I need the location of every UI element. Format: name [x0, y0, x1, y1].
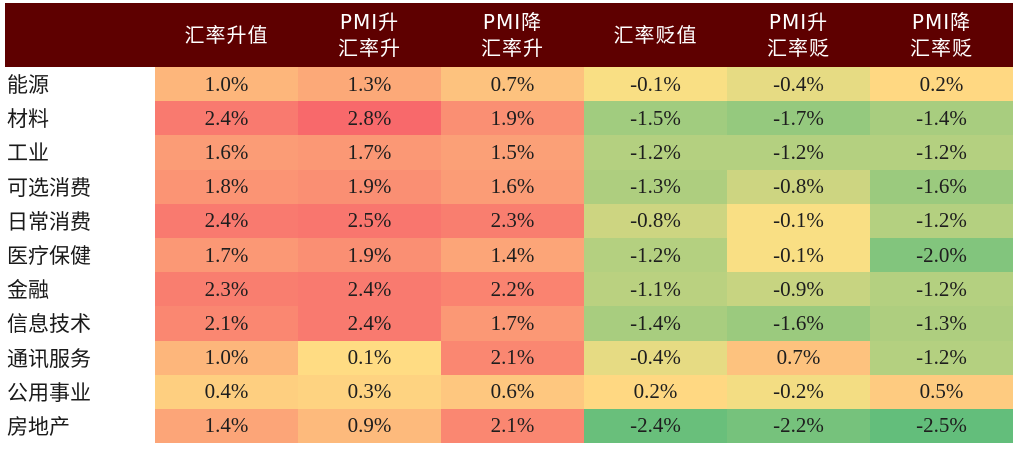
table-row: 可选消费 1.8% 1.9% 1.6% -1.3% -0.8% -1.6%: [5, 169, 1013, 204]
header-col-6: PMI降 汇率贬: [910, 10, 973, 60]
heatmap-cell: 2.1%: [155, 306, 298, 341]
row-label: 房地产: [5, 408, 155, 444]
row-label: 通讯服务: [5, 340, 155, 375]
header-corner: [5, 3, 155, 67]
heatmap-cell: -0.1%: [727, 237, 870, 273]
heatmap-table: 汇率升值 PMI升 汇率升 PMI降 汇率升 汇率贬值 PMI升 汇率贬 PMI…: [5, 3, 1013, 444]
heatmap-cell: 1.4%: [441, 237, 584, 273]
row-label: 日常消费: [5, 203, 155, 238]
heatmap-cell: -1.2%: [870, 135, 1013, 170]
heatmap-cell: 1.7%: [155, 237, 298, 273]
heatmap-cell: -1.2%: [584, 237, 727, 273]
heatmap-cell: -1.3%: [584, 169, 727, 204]
heatmap-cell: -0.4%: [727, 67, 870, 102]
heatmap-cell: 2.2%: [441, 272, 584, 307]
table-row: 日常消费 2.4% 2.5% 2.3% -0.8% -0.1% -1.2%: [5, 203, 1013, 238]
heatmap-cell: -2.5%: [870, 408, 1013, 444]
heatmap-cell: -0.1%: [727, 203, 870, 238]
heatmap-cell: 1.0%: [155, 340, 298, 375]
heatmap-cell: 2.4%: [298, 306, 441, 341]
heatmap-cell: -2.0%: [870, 237, 1013, 273]
heatmap-cell: 0.2%: [870, 67, 1013, 102]
heatmap-cell: -1.2%: [870, 272, 1013, 307]
table-row: 房地产 1.4% 0.9% 2.1% -2.4% -2.2% -2.5%: [5, 408, 1013, 444]
heatmap-cell: -1.2%: [727, 135, 870, 170]
heatmap-cell: 1.9%: [298, 237, 441, 273]
heatmap-cell: 1.4%: [155, 408, 298, 444]
table-row: 金融 2.3% 2.4% 2.2% -1.1% -0.9% -1.2%: [5, 272, 1013, 307]
table-row: 工业 1.6% 1.7% 1.5% -1.2% -1.2% -1.2%: [5, 135, 1013, 170]
heatmap-cell: -2.4%: [584, 408, 727, 444]
heatmap-cell: 1.6%: [155, 135, 298, 170]
heatmap-cell: 1.7%: [441, 306, 584, 341]
header-col-3: PMI降 汇率升: [481, 10, 544, 60]
heatmap-cell: 0.7%: [441, 67, 584, 102]
row-label: 信息技术: [5, 306, 155, 341]
heatmap-cell: -0.4%: [584, 340, 727, 375]
heatmap-cell: -1.3%: [870, 306, 1013, 341]
heatmap-cell: 2.1%: [441, 340, 584, 375]
row-label: 可选消费: [5, 169, 155, 204]
heatmap-cell: 2.3%: [155, 272, 298, 307]
table-row: 医疗保健 1.7% 1.9% 1.4% -1.2% -0.1% -2.0%: [5, 237, 1013, 273]
heatmap-cell: 1.3%: [298, 67, 441, 102]
heatmap-cell: -1.2%: [870, 340, 1013, 375]
heatmap-cell: -0.8%: [727, 169, 870, 204]
heatmap-cell: -1.1%: [584, 272, 727, 307]
heatmap-cell: 2.4%: [155, 203, 298, 238]
header-col-4: 汇率贬值: [613, 23, 698, 47]
row-label: 金融: [5, 272, 155, 307]
heatmap-cell: 2.1%: [441, 408, 584, 444]
row-label: 材料: [5, 101, 155, 136]
heatmap-cell: -1.2%: [870, 203, 1013, 238]
heatmap-cell: -0.1%: [584, 67, 727, 102]
header-col-1: 汇率升值: [184, 23, 269, 47]
heatmap-cell: 2.3%: [441, 203, 584, 238]
table-row: 材料 2.4% 2.8% 1.9% -1.5% -1.7% -1.4%: [5, 101, 1013, 136]
table-body: 能源 1.0% 1.3% 0.7% -0.1% -0.4% 0.2% 材料 2.4% 2.8% 1.…: [5, 67, 1013, 444]
heatmap-cell: 0.2%: [584, 374, 727, 409]
heatmap-cell: -0.9%: [727, 272, 870, 307]
heatmap-cell: 2.5%: [298, 203, 441, 238]
heatmap-cell: 0.9%: [298, 408, 441, 444]
heatmap-cell: 0.4%: [155, 374, 298, 409]
heatmap-cell: 1.7%: [298, 135, 441, 170]
heatmap-cell: 0.6%: [441, 374, 584, 409]
heatmap-cell: 1.6%: [441, 169, 584, 204]
heatmap-cell: -1.6%: [727, 306, 870, 341]
heatmap-cell: 2.4%: [155, 101, 298, 136]
heatmap-cell: 1.9%: [441, 101, 584, 136]
table-row: 信息技术 2.1% 2.4% 1.7% -1.4% -1.6% -1.3%: [5, 306, 1013, 341]
heatmap-cell: 2.4%: [298, 272, 441, 307]
heatmap-cell: -0.2%: [727, 374, 870, 409]
row-label: 能源: [5, 67, 155, 102]
header-col-5: PMI升 汇率贬: [767, 10, 830, 60]
heatmap-cell: -1.4%: [870, 101, 1013, 136]
heatmap-cell: -2.2%: [727, 408, 870, 444]
row-label: 医疗保健: [5, 237, 155, 273]
header-col-2: PMI升 汇率升: [338, 10, 401, 60]
heatmap-cell: 2.8%: [298, 101, 441, 136]
heatmap-cell: -1.5%: [584, 101, 727, 136]
heatmap-cell: -1.7%: [727, 101, 870, 136]
heatmap-cell: 1.9%: [298, 169, 441, 204]
heatmap-cell: 0.3%: [298, 374, 441, 409]
heatmap-cell: 0.5%: [870, 374, 1013, 409]
heatmap-cell: -1.2%: [584, 135, 727, 170]
row-label: 公用事业: [5, 374, 155, 409]
table-row: 通讯服务 1.0% 0.1% 2.1% -0.4% 0.7% -1.2%: [5, 340, 1013, 375]
table-header: 汇率升值 PMI升 汇率升 PMI降 汇率升 汇率贬值 PMI升 汇率贬 PMI…: [5, 3, 1013, 67]
heatmap-cell: -0.8%: [584, 203, 727, 238]
table-row: 公用事业 0.4% 0.3% 0.6% 0.2% -0.2% 0.5%: [5, 374, 1013, 409]
heatmap-cell: 1.0%: [155, 67, 298, 102]
heatmap-cell: 1.8%: [155, 169, 298, 204]
heatmap-cell: 0.1%: [298, 340, 441, 375]
table-row: 能源 1.0% 1.3% 0.7% -0.1% -0.4% 0.2%: [5, 67, 1013, 102]
heatmap-cell: -1.6%: [870, 169, 1013, 204]
heatmap-cell: -1.4%: [584, 306, 727, 341]
row-label: 工业: [5, 135, 155, 170]
heatmap-cell: 0.7%: [727, 340, 870, 375]
heatmap-cell: 1.5%: [441, 135, 584, 170]
